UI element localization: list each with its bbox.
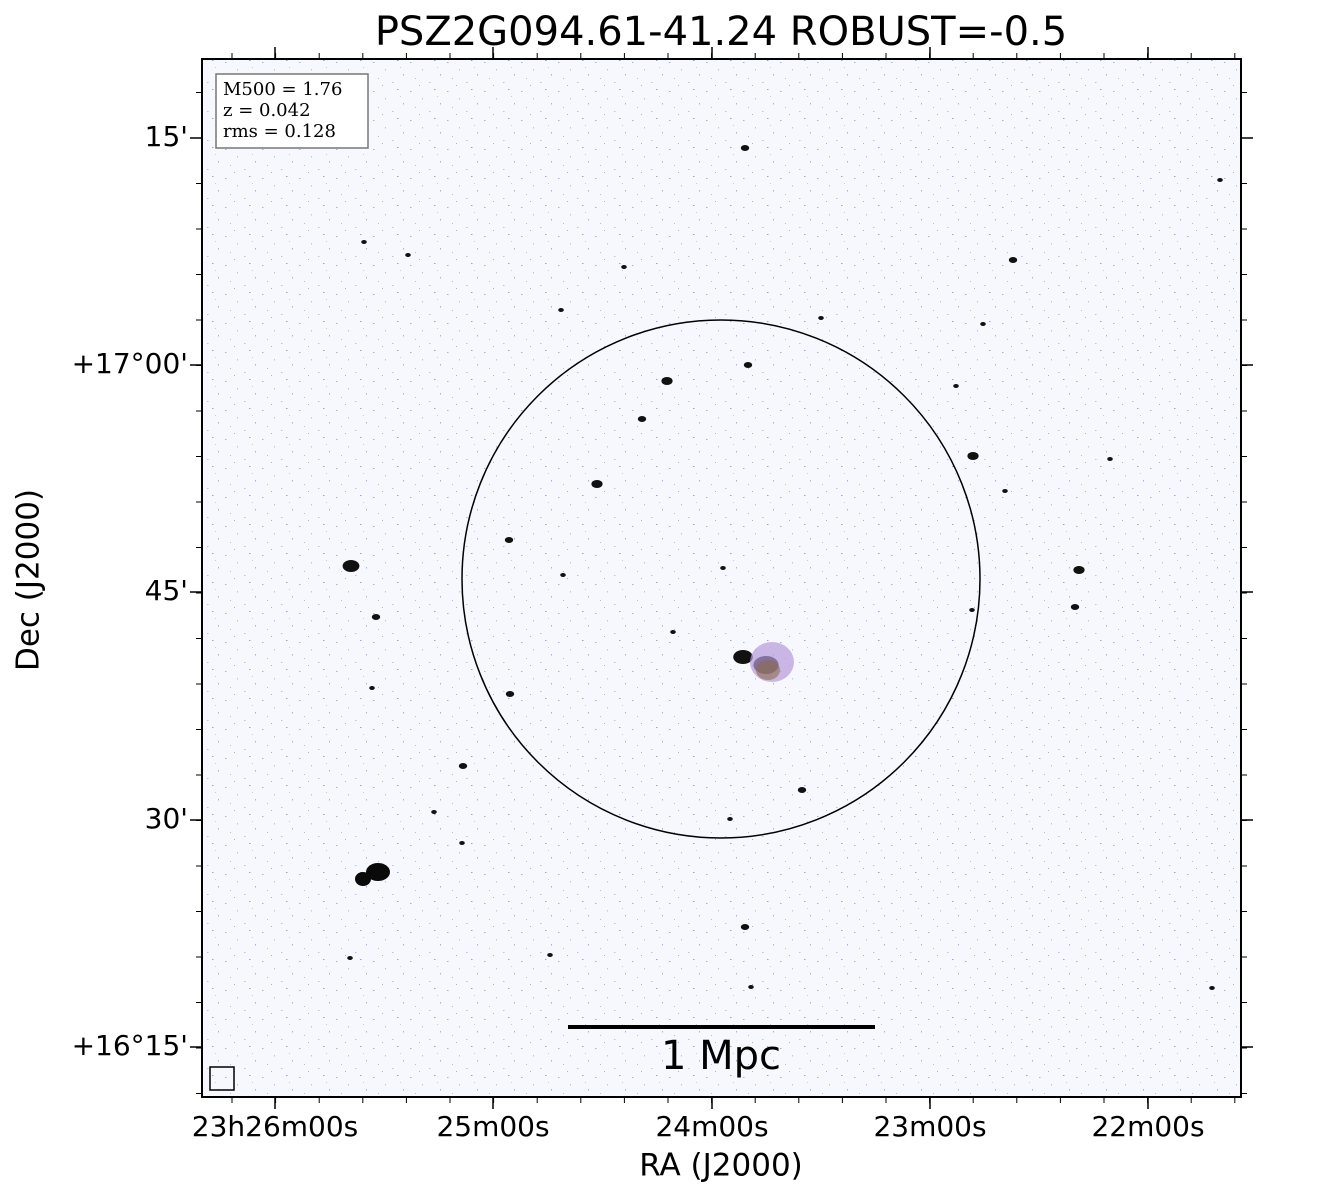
- source: [967, 452, 979, 460]
- source: [1073, 566, 1085, 574]
- info-rms: rms = 0.128: [223, 121, 336, 142]
- info-redshift: z = 0.042: [223, 100, 311, 121]
- source: [1107, 457, 1113, 461]
- y-tick-label: +16°15': [72, 1029, 188, 1062]
- source: [797, 787, 807, 793]
- x-axis-label: RA (J2000): [639, 1148, 803, 1184]
- source: [547, 953, 553, 957]
- source: [1070, 604, 1080, 610]
- source: [458, 763, 468, 769]
- source: [740, 924, 750, 930]
- source: [748, 985, 754, 989]
- radio-sources: [342, 145, 1223, 990]
- plot-frame: [201, 58, 1242, 1098]
- double-source: [366, 863, 390, 881]
- y-tick-label: 15': [145, 120, 188, 153]
- source: [405, 253, 411, 257]
- source: [969, 608, 975, 612]
- info-box: [215, 73, 369, 149]
- source: [980, 322, 986, 326]
- r500-circle: [461, 319, 981, 839]
- source: [1209, 986, 1215, 990]
- source: [347, 956, 353, 960]
- source: [743, 362, 753, 368]
- source: [560, 573, 566, 577]
- source: [431, 810, 437, 814]
- source: [504, 537, 514, 543]
- source: [1008, 257, 1018, 263]
- source: [361, 240, 367, 244]
- tick-marks: [190, 47, 1253, 1109]
- source: [558, 308, 564, 312]
- source: [727, 817, 733, 821]
- info-mass: M500 = 1.76: [223, 79, 342, 100]
- x-tick-label: 25m00s: [436, 1110, 549, 1143]
- source: [369, 686, 375, 690]
- x-tick-label: 24m00s: [655, 1110, 768, 1143]
- source: [459, 841, 465, 845]
- source: [670, 630, 676, 634]
- x-tick-label: 23h26m00s: [192, 1110, 359, 1143]
- image-noise: [202, 59, 1241, 1097]
- source: [342, 560, 360, 572]
- source: [1217, 178, 1223, 182]
- y-axis-label: Dec (J2000): [11, 489, 47, 671]
- source: [505, 691, 515, 697]
- source: [720, 566, 726, 570]
- y-tick-label: 45': [145, 574, 188, 607]
- source: [953, 384, 959, 388]
- source: [371, 614, 381, 620]
- source: [621, 265, 627, 269]
- scale-bar-label: 1 Mpc: [661, 1033, 781, 1079]
- diffuse-emission: [756, 660, 780, 680]
- source: [661, 377, 673, 385]
- x-tick-label: 22m00s: [1091, 1110, 1204, 1143]
- source: [1002, 489, 1008, 493]
- y-tick-label: +17°00': [72, 347, 188, 380]
- source: [591, 480, 603, 488]
- source: [733, 650, 753, 664]
- source: [637, 416, 647, 422]
- beam-box: [209, 1066, 235, 1091]
- x-tick-label: 23m00s: [873, 1110, 986, 1143]
- double-source: [355, 872, 371, 886]
- title: PSZ2G094.61-41.24 ROBUST=-0.5: [375, 9, 1067, 55]
- source: [818, 316, 824, 320]
- y-tick-label: 30': [145, 802, 188, 835]
- source: [740, 145, 750, 151]
